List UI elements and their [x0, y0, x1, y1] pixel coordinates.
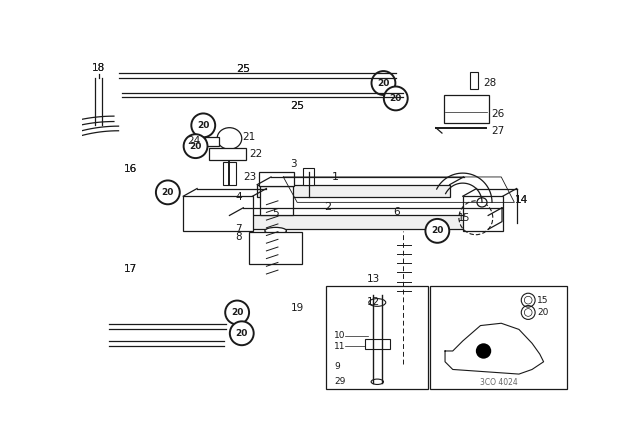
Text: 11: 11: [334, 342, 346, 351]
Circle shape: [191, 113, 215, 137]
Text: 6: 6: [394, 207, 400, 217]
Circle shape: [225, 301, 249, 324]
Text: 17: 17: [124, 264, 137, 274]
Text: 5: 5: [273, 208, 279, 218]
Text: 20: 20: [236, 329, 248, 338]
Text: 20: 20: [538, 308, 549, 317]
Text: 8: 8: [235, 232, 242, 242]
Text: 20: 20: [431, 226, 444, 235]
Text: 23: 23: [243, 172, 257, 182]
Text: 20: 20: [189, 142, 202, 151]
Text: 14: 14: [515, 195, 527, 205]
Bar: [257, 185, 450, 197]
Text: 16: 16: [124, 164, 137, 174]
Ellipse shape: [369, 299, 386, 306]
Text: 18: 18: [92, 63, 105, 73]
Text: 3CO 4024: 3CO 4024: [480, 378, 518, 387]
Circle shape: [384, 86, 408, 110]
Text: 20: 20: [377, 78, 390, 87]
Text: 3: 3: [291, 159, 297, 169]
Text: 18: 18: [92, 63, 105, 73]
Text: 4: 4: [235, 192, 242, 202]
Text: 7: 7: [235, 224, 242, 234]
Text: 9: 9: [334, 362, 340, 371]
Bar: [223, 162, 236, 185]
Text: 13: 13: [367, 274, 380, 284]
Bar: [365, 340, 390, 349]
Text: 25: 25: [236, 64, 250, 74]
Circle shape: [230, 321, 253, 345]
Text: 27: 27: [492, 126, 504, 136]
FancyBboxPatch shape: [250, 232, 302, 264]
Ellipse shape: [266, 234, 285, 240]
Text: 10: 10: [334, 331, 346, 340]
Text: 12: 12: [367, 297, 380, 307]
Ellipse shape: [217, 128, 242, 149]
Circle shape: [371, 71, 396, 95]
Circle shape: [426, 219, 449, 243]
Bar: [326, 285, 428, 389]
Text: 20: 20: [390, 94, 402, 103]
Bar: [463, 196, 503, 231]
Circle shape: [184, 134, 207, 158]
Bar: [205, 137, 219, 146]
Text: 20: 20: [231, 308, 243, 317]
Text: 22: 22: [250, 149, 262, 159]
Text: 25: 25: [290, 101, 304, 111]
Text: 17: 17: [124, 264, 137, 274]
Ellipse shape: [265, 228, 287, 234]
Text: 24: 24: [188, 136, 201, 146]
Text: 15: 15: [538, 296, 549, 305]
Bar: [183, 196, 253, 231]
Text: 1: 1: [332, 172, 339, 181]
Ellipse shape: [371, 379, 383, 384]
Text: 21: 21: [242, 132, 255, 142]
FancyBboxPatch shape: [444, 95, 489, 123]
Text: 28: 28: [484, 78, 497, 88]
Text: 15: 15: [458, 213, 470, 223]
Bar: [470, 72, 478, 89]
Text: 16: 16: [124, 164, 137, 174]
Text: 25: 25: [290, 101, 304, 111]
Text: 19: 19: [291, 303, 304, 313]
Bar: [260, 186, 292, 215]
Ellipse shape: [477, 198, 487, 207]
Text: 20: 20: [162, 188, 174, 197]
Text: 25: 25: [236, 64, 250, 74]
Bar: [230, 215, 488, 229]
Text: 26: 26: [492, 109, 504, 119]
Text: 2: 2: [324, 202, 332, 212]
Bar: [259, 172, 294, 186]
Text: 14: 14: [515, 195, 527, 205]
Circle shape: [156, 181, 180, 204]
Text: 29: 29: [334, 377, 346, 386]
Circle shape: [476, 343, 492, 359]
Bar: [429, 285, 566, 389]
Bar: [209, 148, 246, 160]
Bar: [303, 168, 314, 185]
Ellipse shape: [263, 194, 288, 206]
Text: 20: 20: [197, 121, 209, 130]
